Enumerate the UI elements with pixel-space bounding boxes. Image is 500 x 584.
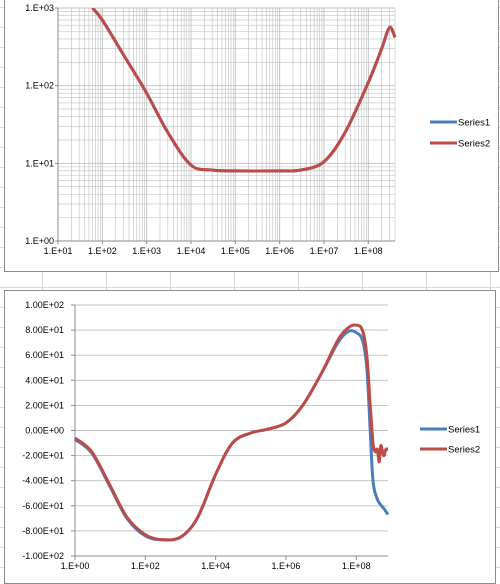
y-tick-label: 6.00E+01 [25,350,64,360]
y-tick-label: 8.00E+01 [25,325,64,335]
y-tick-label: 0.00E+00 [25,426,64,436]
series-line-2 [91,8,397,173]
x-tick-label: 1.E+07 [310,246,339,256]
y-tick-label: 2.00E+01 [25,400,64,410]
legend-label-1: Series1 [458,118,490,129]
y-tick-label: -6.00E+01 [22,501,64,511]
series-line-2 [74,323,389,542]
y-tick-label: 1.00E+02 [25,300,64,310]
y-tick-label: 4.00E+01 [25,375,64,385]
x-tick-label: 1.E+03 [132,246,161,256]
x-tick-label: 1.E+02 [88,246,117,256]
y-tick-label: 1.E+02 [25,81,54,91]
x-tick-label: 1.E+08 [354,246,383,256]
legend-label-2: Series2 [458,139,490,150]
x-tick-label: 1.E+06 [265,246,294,256]
x-tick-label: 1.E+04 [177,246,206,256]
chart-semilog-svg: 1.00E+02 8.00E+01 6.00E+01 4.00E+01 2.00E+01… [22,300,480,571]
y-tick-label: -4.00E+01 [22,476,64,486]
chart-log-log-svg: 1.E+001.E+011.E+021.E+031.E+01 1.E+02 1.E+… [25,3,490,256]
legend-label-2: Series2 [448,445,480,456]
y-tick-label: -1.00E+02 [22,551,64,561]
x-tick-label: 1.E+05 [221,246,250,256]
legend-label-1: Series1 [448,425,480,436]
x-tick-label: 1.E+06 [272,561,301,571]
y-tick-label: -8.00E+01 [22,526,64,536]
chart-semilog[interactable]: 1.00E+02 8.00E+01 6.00E+01 4.00E+01 2.00E+01… [4,290,496,584]
y-tick-label: 1.E+01 [25,158,54,168]
y-tick-label: -2.00E+01 [22,451,64,461]
chart-log-log[interactable]: 1.E+00 1.E+01 1.E+02 1.E+03 1.E+01 1.E+02 1.E+… [4,0,499,272]
x-tick-label: 1.E+00 [61,561,90,571]
x-tick-label: 1.E+02 [131,561,160,571]
x-tick-label: 1.E+01 [44,246,73,256]
x-tick-label: 1.E+08 [342,561,371,571]
y-tick-label: 1.E+00 [25,236,54,246]
x-tick-label: 1.E+04 [201,561,230,571]
y-tick-label: 1.E+03 [25,3,54,13]
